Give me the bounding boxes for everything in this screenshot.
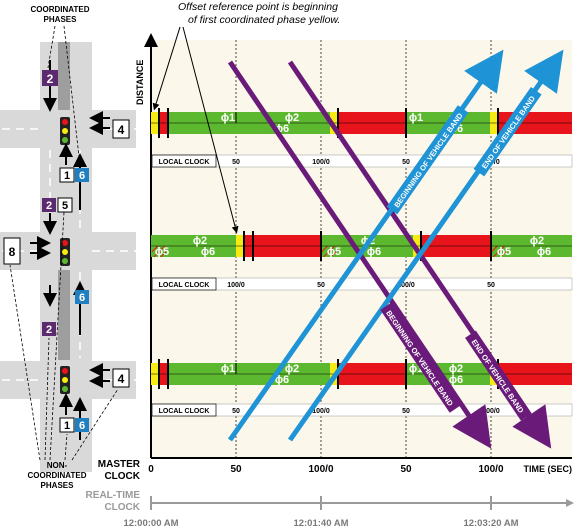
phase-number: 1 [64, 170, 70, 182]
phase-label: ϕ5 [155, 246, 169, 258]
local-clock-label: LOCAL CLOCK [159, 408, 210, 415]
offset-note: Offset reference point is beginning [178, 1, 338, 13]
phase-number: 6 [79, 420, 85, 432]
non-coordinated-label: NON- [47, 461, 68, 470]
phase-box-purple [42, 322, 56, 336]
non-coordinated-label: COORDINATED [28, 471, 87, 480]
master-clock-label: MASTER [98, 459, 141, 470]
phase-label: ϕ6 [367, 246, 381, 258]
phase-box-white [59, 417, 75, 433]
clock-tick: 50 [402, 408, 410, 415]
phase-label: ϕ5 [327, 246, 341, 258]
phase-box-white [112, 119, 130, 139]
phase-box-white [3, 237, 21, 265]
phase-box-white [59, 167, 75, 183]
phase-box-purple [42, 70, 58, 86]
phase-box-blue [75, 418, 89, 432]
phase-label: ϕ2 [285, 363, 299, 375]
signal-head-icon [60, 238, 70, 266]
phase-box-blue [75, 290, 89, 304]
real-time-tick: 12:01:40 AM [293, 518, 348, 529]
local-clock-box [151, 154, 217, 168]
phase-number: 1 [64, 420, 70, 432]
clock-tick: 50 [487, 282, 495, 289]
clock-tick: 100/0 [312, 159, 330, 166]
coordinated-phases-label: PHASES [44, 15, 78, 24]
phase-number: 5 [62, 200, 68, 212]
leader-lines [47, 25, 81, 166]
master-tick: 100/0 [478, 464, 503, 475]
intersection-map: 2 4 1 6 2 5 8 6 2 4 1 6 [0, 42, 136, 472]
median [58, 42, 70, 116]
clock-tick: 50 [402, 159, 410, 166]
local-clock-box [151, 277, 217, 291]
offset-note: of first coordinated phase yellow. [188, 14, 340, 26]
local-clock-label: LOCAL CLOCK [159, 159, 210, 166]
offset-pointers [152, 26, 239, 234]
phase-box-white [57, 197, 73, 213]
phase-box-white [112, 368, 130, 388]
phase-label: ϕ2 [449, 363, 463, 375]
phase-label: ϕ2 [285, 112, 299, 124]
master-tick: 100/0 [308, 464, 333, 475]
phase-box-blue [75, 168, 89, 182]
signal-head-icon [60, 117, 70, 145]
clock-tick: 50 [232, 408, 240, 415]
leader-lines [9, 211, 119, 461]
real-time-clock-label: CLOCK [104, 502, 140, 513]
phase-label: ϕ2 [193, 235, 207, 247]
clock-tick: 50 [232, 159, 240, 166]
phase-label: ϕ6 [201, 246, 215, 258]
local-clock-box [151, 403, 217, 417]
band-beginning-southbound [227, 60, 492, 449]
real-time-arrow-icon [566, 499, 574, 507]
phase-label: ϕ2 [530, 235, 544, 247]
phase-number: 2 [46, 200, 52, 212]
master-tick: 50 [230, 464, 242, 475]
phase-label: ϕ1 [409, 112, 423, 124]
phase-label: ϕ6 [537, 246, 551, 258]
clock-tick: 100/0 [312, 408, 330, 415]
phase-label: ϕ5 [497, 246, 511, 258]
phase-label: ϕ6 [275, 374, 289, 386]
master-tick: 50 [400, 464, 412, 475]
real-time-tick: 12:00:00 AM [123, 518, 178, 529]
phase-number: 2 [46, 324, 52, 336]
real-time-tick: 12:03:20 AM [463, 518, 518, 529]
non-coordinated-label: PHASES [41, 481, 75, 490]
clock-tick: 100/0 [397, 282, 415, 289]
phase-number: 4 [118, 123, 125, 137]
master-tick: 0 [148, 464, 154, 475]
phase-number: 6 [79, 170, 85, 182]
phase-label: ϕ6 [449, 374, 463, 386]
clock-tick: 50 [317, 282, 325, 289]
real-time-clock-label: REAL-TIME [86, 490, 141, 501]
coordinated-phases-label: COORDINATED [31, 5, 90, 14]
phase-number: 8 [9, 245, 16, 259]
clock-tick: 100/0 [482, 408, 500, 415]
clock-tick: 100/0 [227, 282, 245, 289]
phase-number: 4 [118, 372, 125, 386]
y-axis-label: DISTANCE [135, 60, 145, 105]
phase-label: ϕ1 [221, 363, 235, 375]
phase-label: ϕ1 [221, 112, 235, 124]
master-clock-label: CLOCK [104, 471, 140, 482]
local-clock-label: LOCAL CLOCK [159, 282, 210, 289]
phase-box-purple [42, 198, 56, 212]
signal-head-icon [60, 366, 70, 394]
phase-number: 6 [79, 292, 85, 304]
median [58, 270, 70, 360]
x-axis-label: TIME (SEC) [524, 464, 573, 474]
phase-number: 2 [47, 72, 54, 86]
